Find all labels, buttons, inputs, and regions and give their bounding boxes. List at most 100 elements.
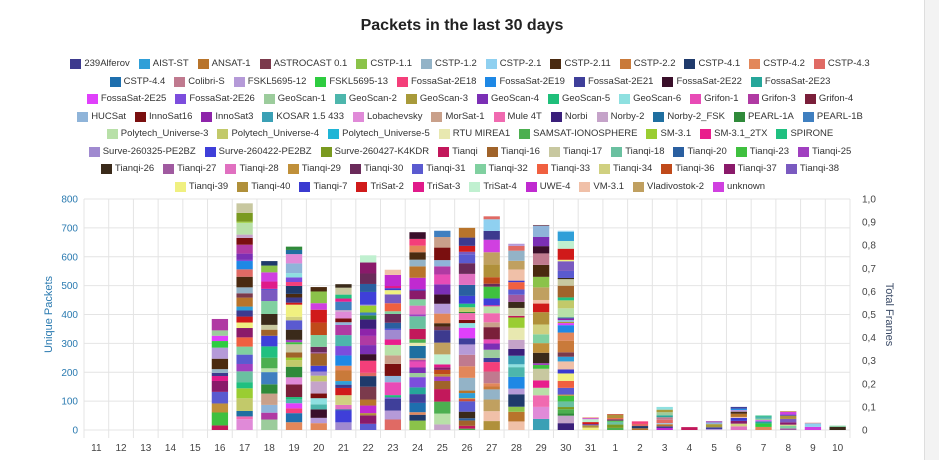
legend-item[interactable]: Tianqi-32 (474, 161, 528, 178)
bar-segment (483, 421, 500, 430)
legend-item[interactable]: TriSat-4 (469, 179, 517, 196)
legend-item[interactable]: SPIRONE (776, 126, 833, 143)
legend-item[interactable]: unknown (713, 179, 765, 196)
legend-item[interactable]: Tianqi-29 (287, 161, 341, 178)
legend-item[interactable]: FossaSat-2E26 (175, 91, 255, 108)
legend-item[interactable]: FossaSat-2E23 (750, 74, 830, 91)
legend-item[interactable]: Tianqi-33 (536, 161, 590, 178)
legend-item[interactable]: TriSat-2 (356, 179, 404, 196)
legend-item[interactable]: KOSAR 1.5 433 (262, 109, 344, 126)
bar-segment (384, 419, 402, 430)
legend-item[interactable]: Tianqi-27 (163, 161, 216, 178)
legend-item[interactable]: RTU MIREA1 (438, 126, 510, 143)
legend-item[interactable]: Tianqi-38 (785, 161, 839, 178)
legend-item[interactable]: Tianqi-40 (237, 179, 290, 196)
legend-item[interactable]: GeoScan-5 (548, 91, 610, 108)
legend-item[interactable]: Tianqi-7 (299, 179, 347, 196)
bar-segment (780, 415, 797, 419)
legend-item[interactable]: Tianqi (438, 144, 478, 161)
legend-item[interactable]: Tianqi-25 (798, 144, 851, 161)
legend-item[interactable]: ANSAT-1 (197, 56, 251, 73)
bar-segment (434, 323, 451, 327)
legend-item[interactable]: Tianqi-18 (611, 144, 664, 161)
legend-item[interactable]: Norbi (550, 109, 588, 126)
bar-segment (557, 361, 574, 370)
legend-item[interactable]: Tianqi-23 (735, 144, 789, 161)
legend-item[interactable]: Tianqi-17 (548, 144, 602, 161)
legend-item[interactable]: GeoScan-3 (405, 91, 468, 108)
legend-item[interactable]: TriSat-3 (412, 179, 460, 196)
legend-swatch (802, 111, 814, 122)
legend-item[interactable]: CSTP-2.1 (485, 56, 541, 73)
legend-item[interactable]: Tianqi-30 (349, 161, 403, 178)
legend-item[interactable]: Vladivostok-2 (633, 179, 704, 196)
bar-segment (236, 244, 253, 254)
legend-item[interactable]: UWE-4 (525, 179, 570, 196)
legend-item[interactable]: FSKL5695-13 (315, 74, 388, 91)
legend-item[interactable]: FossaSat-2E22 (662, 74, 742, 91)
bar-segment (285, 357, 303, 361)
bar-segment (310, 381, 327, 394)
legend-item[interactable]: 239Alferov (70, 56, 130, 73)
legend-item[interactable]: Lobachevsky (353, 109, 422, 126)
legend-item[interactable]: FossaSat-2E18 (396, 74, 476, 91)
legend-item[interactable]: Tianqi-39 (174, 179, 228, 196)
legend-item[interactable]: Norby-2_FSK (653, 109, 725, 126)
legend-item[interactable]: Surve-260422-PE2BZ (204, 144, 312, 161)
legend-item[interactable]: HUCSat (77, 109, 126, 126)
legend-item[interactable]: Polytech_Universe-3 (106, 126, 208, 143)
legend-item[interactable]: Tianqi-26 (100, 161, 154, 178)
legend-item[interactable]: PEARL-1B (802, 109, 863, 126)
legend-item[interactable]: GeoScan-2 (334, 91, 397, 108)
legend-item[interactable]: VM-3.1 (579, 179, 624, 196)
legend-item[interactable]: Tianqi-34 (599, 161, 652, 178)
legend-item[interactable]: Grifon-4 (804, 91, 853, 108)
legend-item[interactable]: CSTP-4.2 (749, 56, 805, 73)
legend-item[interactable]: Tianqi-16 (486, 144, 540, 161)
legend-item[interactable]: GeoScan-6 (619, 91, 681, 108)
legend-item[interactable]: AIST-ST (138, 56, 189, 73)
legend-item[interactable]: FossaSat-2E21 (573, 74, 653, 91)
legend-item[interactable]: Norby-2 (596, 109, 644, 126)
legend-item[interactable]: Tianqi-20 (673, 144, 727, 161)
legend-item[interactable]: Polytech_Universe-4 (217, 126, 319, 143)
legend-item[interactable]: FSKL5695-12 (233, 74, 306, 91)
legend-item[interactable]: Tianqi-37 (723, 161, 777, 178)
y2-tick-label: 0,1 (862, 402, 876, 413)
legend-item[interactable]: Mule 4T (493, 109, 542, 126)
legend-item[interactable]: CSTP-4.4 (109, 74, 165, 91)
legend-item[interactable]: PEARL-1A (733, 109, 794, 126)
legend-item[interactable]: CSTP-2.11 (550, 56, 611, 73)
legend-item[interactable]: CSTP-4.3 (813, 56, 870, 73)
bar-segment (236, 234, 253, 238)
legend-item[interactable]: Tianqi-31 (412, 161, 466, 178)
legend-item[interactable]: Tianqi-36 (661, 161, 715, 178)
bar-segment (360, 273, 377, 284)
legend-item[interactable]: InnoSat3 (201, 109, 253, 126)
legend-item[interactable]: Grifon-1 (690, 91, 739, 108)
legend-item[interactable]: SM-3.1_2TX (700, 126, 767, 143)
legend-item[interactable]: Surve-260325-PE2BZ (88, 144, 196, 161)
legend-item[interactable]: ASTROCAST 0.1 (259, 56, 347, 73)
legend-item[interactable]: Tianqi-28 (225, 161, 279, 178)
legend-item[interactable]: CSTP-1.1 (356, 56, 412, 73)
legend-item[interactable]: SAMSAT-IONOSPHERE (519, 126, 637, 143)
legend-item[interactable]: FossaSat-2E19 (485, 74, 565, 91)
legend-item[interactable]: Grifon-3 (747, 91, 796, 108)
legend-item[interactable]: Polytech_Universe-5 (328, 126, 430, 143)
legend-item[interactable]: CSTP-1.2 (421, 56, 477, 73)
legend-item[interactable]: CSTP-4.1 (684, 56, 740, 73)
legend-item[interactable]: Colibri-S (174, 74, 225, 91)
bar-segment (285, 408, 303, 414)
bar-segment (730, 417, 747, 421)
legend-swatch (412, 181, 424, 192)
legend-item[interactable]: SM-3.1 (646, 126, 691, 143)
legend-item[interactable]: InnoSat16 (135, 109, 192, 126)
legend-item[interactable]: MorSat-1 (431, 109, 485, 126)
legend-item[interactable]: FossaSat-2E25 (86, 91, 166, 108)
bar-segment (804, 426, 822, 430)
legend-item[interactable]: Surve-260427-K4KDR (320, 144, 429, 161)
legend-item[interactable]: CSTP-2.2 (619, 56, 675, 73)
legend-item[interactable]: GeoScan-4 (476, 91, 539, 108)
legend-item[interactable]: GeoScan-1 (263, 91, 326, 108)
